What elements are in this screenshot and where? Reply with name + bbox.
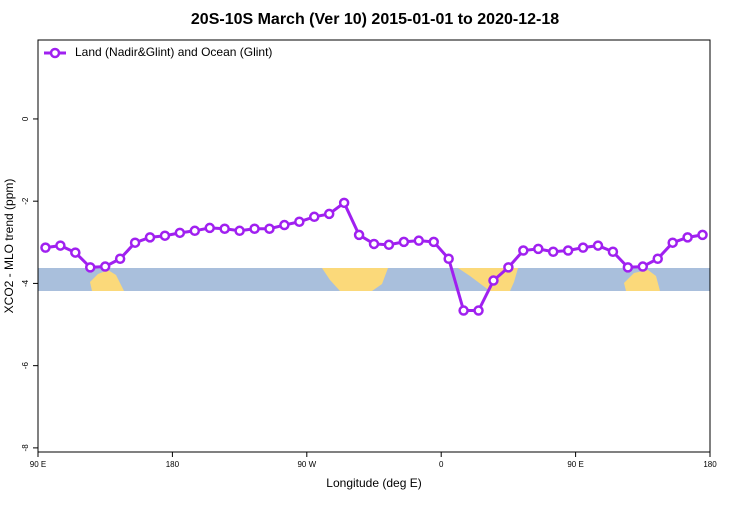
data-point	[129, 237, 141, 248]
land-patch	[90, 270, 124, 291]
x-tick-label: 180	[166, 460, 180, 469]
data-point	[234, 225, 245, 237]
x-tick-label: 90 E	[30, 460, 46, 469]
data-point	[667, 237, 678, 248]
y-tick-label: -8	[21, 444, 30, 452]
data-point	[279, 219, 290, 231]
data-point	[458, 305, 469, 316]
data-point	[40, 242, 51, 253]
x-tick-label: 90 W	[297, 460, 316, 469]
data-point	[204, 222, 215, 234]
data-point	[294, 216, 305, 227]
series-line	[45, 200, 703, 313]
x-tick-label: 90 E	[567, 460, 583, 469]
data-point	[652, 253, 663, 264]
legend-label: Land (Nadir&Glint) and Ocean (Glint)	[75, 45, 272, 59]
data-point	[428, 236, 439, 248]
y-tick-label: 0	[21, 116, 30, 121]
data-point	[85, 262, 96, 273]
data-point	[144, 232, 156, 243]
data-point	[249, 223, 260, 234]
land-patch	[624, 270, 660, 291]
y-tick-label: -6	[21, 362, 30, 370]
y-axis-label: XCO2 - MLO trend (ppm)	[2, 179, 16, 314]
data-point	[413, 235, 425, 246]
data-point	[309, 211, 320, 223]
data-point	[592, 240, 604, 251]
data-point	[383, 239, 395, 251]
data-point	[547, 246, 559, 258]
data-point	[443, 253, 454, 264]
legend-marker	[49, 47, 61, 59]
data-point	[219, 223, 230, 234]
data-point	[488, 275, 499, 286]
data-point	[99, 261, 111, 272]
data-point	[159, 230, 171, 241]
data-point	[637, 261, 649, 272]
data-point	[682, 232, 693, 243]
chart-title: 20S-10S March (Ver 10) 2015-01-01 to 202…	[191, 11, 559, 28]
data-point	[114, 253, 126, 264]
data-point	[518, 245, 529, 256]
data-point	[473, 305, 484, 316]
data-point	[368, 238, 380, 250]
x-axis-label: Longitude (deg E)	[326, 476, 421, 490]
land-patch	[322, 268, 388, 291]
legend: Land (Nadir&Glint) and Ocean (Glint)	[44, 45, 272, 59]
data-point	[398, 236, 410, 248]
data-point	[577, 242, 589, 253]
data-point	[189, 225, 201, 237]
y-tick-label: -4	[21, 279, 30, 287]
data-point	[323, 208, 335, 220]
data-point	[338, 197, 350, 209]
data-point	[353, 229, 365, 241]
data-point	[697, 229, 708, 241]
data-point	[70, 247, 81, 258]
x-tick-label: 0	[439, 460, 444, 469]
data-point	[562, 245, 574, 256]
land-ocean-strip	[38, 268, 710, 291]
data-point	[174, 227, 186, 239]
x-tick-label: 180	[703, 460, 717, 469]
data-point	[264, 223, 275, 234]
data-point	[533, 243, 544, 255]
plot-frame	[37, 39, 711, 453]
data-point	[622, 262, 634, 273]
data-point	[55, 240, 66, 251]
data-point	[503, 262, 514, 273]
data-point	[607, 246, 619, 258]
y-tick-label: -2	[21, 197, 30, 205]
